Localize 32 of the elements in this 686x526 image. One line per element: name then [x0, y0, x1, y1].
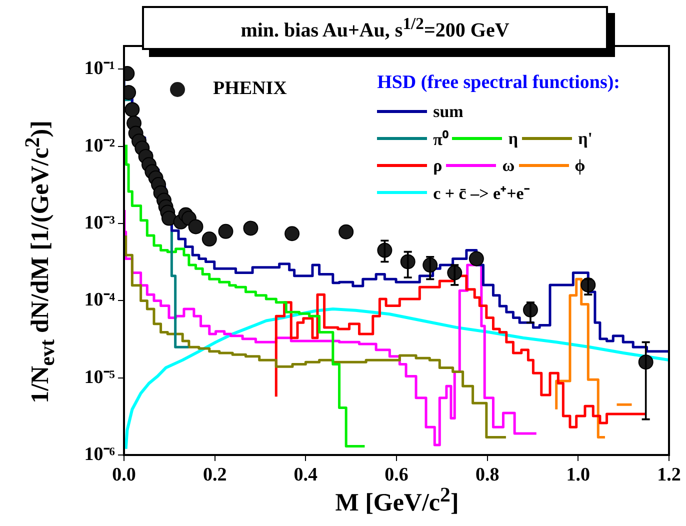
- legend-title: HSD (free spectral functions):: [377, 72, 620, 94]
- legend-label: sum: [433, 102, 464, 122]
- y-tick-label: 10⁻⁴: [84, 290, 116, 311]
- y-tick-label: 10⁻⁶: [84, 444, 116, 465]
- point: [243, 220, 258, 236]
- point: [468, 251, 484, 266]
- x-tick-label: 0.4: [294, 464, 318, 486]
- legend-label: η': [578, 128, 592, 148]
- legend-label: PHENIX: [213, 78, 287, 100]
- legend-label: ϕ: [574, 156, 586, 176]
- y-tick-label: 10⁻²: [84, 135, 116, 156]
- chart-title: min. bias Au+Au, s$^{1/2}$=200 GeV: [240, 14, 510, 42]
- x-tick-label: 0.2: [202, 464, 227, 486]
- legend-label: c + c̄ –> e⁺+e⁻: [433, 183, 530, 204]
- x-tick-label: 1.2: [657, 464, 681, 486]
- legend-label: π⁰: [433, 129, 448, 150]
- legend-label: ρ: [433, 156, 442, 176]
- y-tick-label: 10⁻⁵: [84, 366, 116, 388]
- x-tick-label: 0.0: [112, 464, 136, 486]
- legend-label: ω: [502, 156, 515, 176]
- point: [338, 224, 354, 240]
- point: [202, 232, 217, 247]
- point: [284, 226, 300, 242]
- point: [218, 224, 234, 239]
- point: [124, 102, 140, 118]
- point: [188, 219, 204, 234]
- y-tick-label: 10⁻¹: [84, 58, 115, 80]
- point: [161, 210, 176, 226]
- legend-label: η: [508, 128, 518, 148]
- x-tick-label: 1.0: [566, 464, 590, 486]
- y-tick-label: 10⁻³: [84, 212, 116, 234]
- x-tick-label: 0.8: [475, 464, 500, 486]
